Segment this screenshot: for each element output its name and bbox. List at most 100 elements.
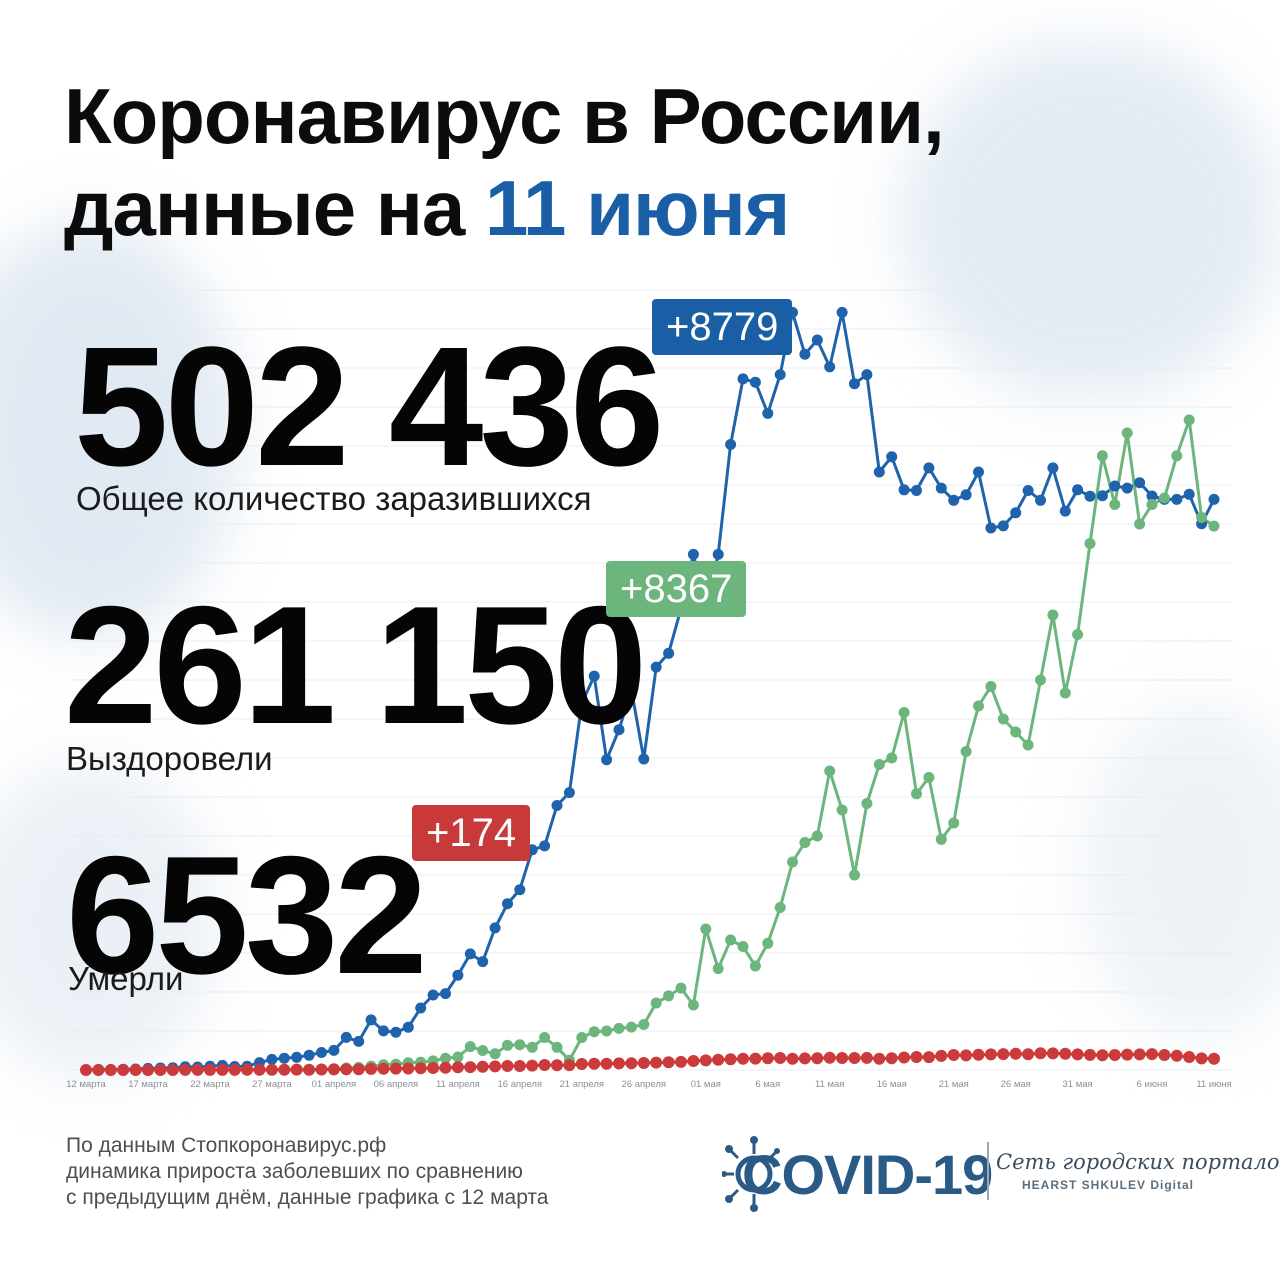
recovered-point bbox=[1171, 450, 1183, 462]
deaths-point bbox=[464, 1061, 477, 1074]
infected-point bbox=[502, 898, 513, 910]
recovered-point bbox=[985, 681, 997, 692]
deaths-point bbox=[1195, 1052, 1208, 1065]
deaths-point bbox=[92, 1064, 105, 1076]
recovered-point bbox=[1208, 520, 1220, 532]
deaths-point bbox=[513, 1060, 526, 1072]
deaths-point bbox=[960, 1049, 973, 1062]
infected-point bbox=[849, 378, 860, 390]
recovered-point bbox=[1084, 538, 1096, 549]
deaths-point bbox=[216, 1063, 229, 1076]
infected-point bbox=[266, 1053, 278, 1065]
recovered-point bbox=[464, 1041, 476, 1053]
deaths-point bbox=[997, 1048, 1010, 1061]
infected-point bbox=[1022, 485, 1034, 496]
deaths-point bbox=[798, 1052, 811, 1065]
infected-point bbox=[625, 684, 637, 696]
deaths-point bbox=[1022, 1048, 1035, 1061]
deaths-point bbox=[811, 1052, 824, 1065]
x-tick-label: 16 апреля bbox=[498, 1079, 543, 1090]
infected-point bbox=[452, 969, 464, 981]
recovered-point bbox=[514, 1039, 526, 1051]
covid19-logo: COVID-19 Сеть городских порталов HEARST … bbox=[722, 1132, 1280, 1212]
infected-point bbox=[1146, 490, 1158, 502]
background-decoration bbox=[0, 760, 220, 1080]
deaths-point bbox=[761, 1052, 774, 1065]
infected-point bbox=[1171, 493, 1183, 505]
recovered-point bbox=[948, 817, 960, 829]
deaths-point bbox=[501, 1060, 514, 1072]
infected-point bbox=[489, 922, 501, 934]
x-tick-label: 01 мая bbox=[691, 1079, 721, 1090]
recovered-point bbox=[1121, 427, 1133, 439]
x-tick-label: 01 апреля bbox=[312, 1079, 357, 1090]
infected-point bbox=[749, 376, 761, 388]
infected-point bbox=[824, 361, 836, 373]
deaths-point bbox=[848, 1052, 861, 1064]
x-tick-label: 11 июня bbox=[1196, 1079, 1231, 1090]
source-line-1: По данным Стопкоронавирус.рф bbox=[66, 1134, 387, 1157]
infected-point bbox=[861, 369, 873, 381]
infected-point bbox=[725, 439, 737, 450]
infected-point bbox=[1121, 482, 1133, 494]
deaths-point bbox=[687, 1055, 700, 1067]
recovered-point bbox=[1010, 726, 1022, 738]
deaths-point bbox=[179, 1063, 192, 1076]
recovered-point bbox=[489, 1048, 501, 1060]
recovered-point bbox=[588, 1026, 600, 1038]
deaths-point bbox=[241, 1063, 254, 1076]
infected-point bbox=[378, 1025, 389, 1037]
recovered-point bbox=[477, 1045, 489, 1056]
infected-point bbox=[563, 787, 575, 799]
deaths-point bbox=[290, 1063, 303, 1076]
deaths-point bbox=[377, 1062, 390, 1075]
deaths-point bbox=[600, 1057, 613, 1070]
deaths-point bbox=[303, 1063, 316, 1076]
deaths-point bbox=[947, 1049, 960, 1061]
recovered-delta-badge: +8367 bbox=[606, 561, 747, 617]
deaths-point bbox=[662, 1056, 675, 1069]
recovered-point bbox=[1134, 518, 1146, 530]
x-tick-label: 22 марта bbox=[190, 1079, 230, 1090]
recovered-point bbox=[774, 902, 786, 913]
infected-point bbox=[712, 548, 724, 560]
recovered-point bbox=[762, 937, 774, 949]
recovered-point bbox=[923, 772, 935, 783]
deaths-point bbox=[699, 1054, 712, 1067]
recovered-point bbox=[576, 1032, 588, 1043]
infected-point bbox=[440, 988, 451, 1000]
source-note: По данным Стопкоронавирус.рф динамика пр… bbox=[66, 1133, 548, 1211]
deaths-point bbox=[451, 1061, 464, 1074]
infected-delta-badge: +8779 bbox=[652, 299, 793, 355]
deaths-point bbox=[265, 1063, 278, 1076]
logo-subtitle: HEARST SHKULEV Digital bbox=[1022, 1178, 1195, 1192]
deaths-point bbox=[873, 1052, 886, 1065]
deaths-delta-badge: +174 bbox=[412, 805, 531, 861]
infected-point bbox=[427, 989, 439, 1001]
recovered-point bbox=[1059, 687, 1071, 699]
virus-icon bbox=[722, 1136, 780, 1212]
infected-point bbox=[948, 494, 960, 506]
deaths-point bbox=[749, 1052, 762, 1065]
infected-point bbox=[1208, 493, 1220, 505]
recovered-point bbox=[861, 798, 873, 809]
deaths-point bbox=[551, 1059, 563, 1072]
recovered-point bbox=[898, 707, 910, 718]
deaths-point bbox=[389, 1062, 402, 1075]
deaths-point bbox=[786, 1052, 799, 1065]
recovered-point bbox=[973, 700, 984, 712]
infected-point bbox=[687, 548, 699, 560]
background-decoration bbox=[1080, 700, 1280, 1040]
recovered-point bbox=[452, 1051, 464, 1063]
infected-point bbox=[873, 466, 885, 478]
deaths-point bbox=[129, 1064, 142, 1076]
infected-point bbox=[1059, 505, 1071, 517]
x-tick-label: 31 мая bbox=[1063, 1079, 1093, 1090]
chart-grid bbox=[70, 289, 1232, 1071]
infected-point bbox=[291, 1051, 303, 1063]
x-tick-label: 11 апреля bbox=[436, 1079, 480, 1090]
deaths-point bbox=[625, 1057, 638, 1070]
deaths-point bbox=[228, 1063, 241, 1076]
recovered-point bbox=[687, 999, 699, 1011]
